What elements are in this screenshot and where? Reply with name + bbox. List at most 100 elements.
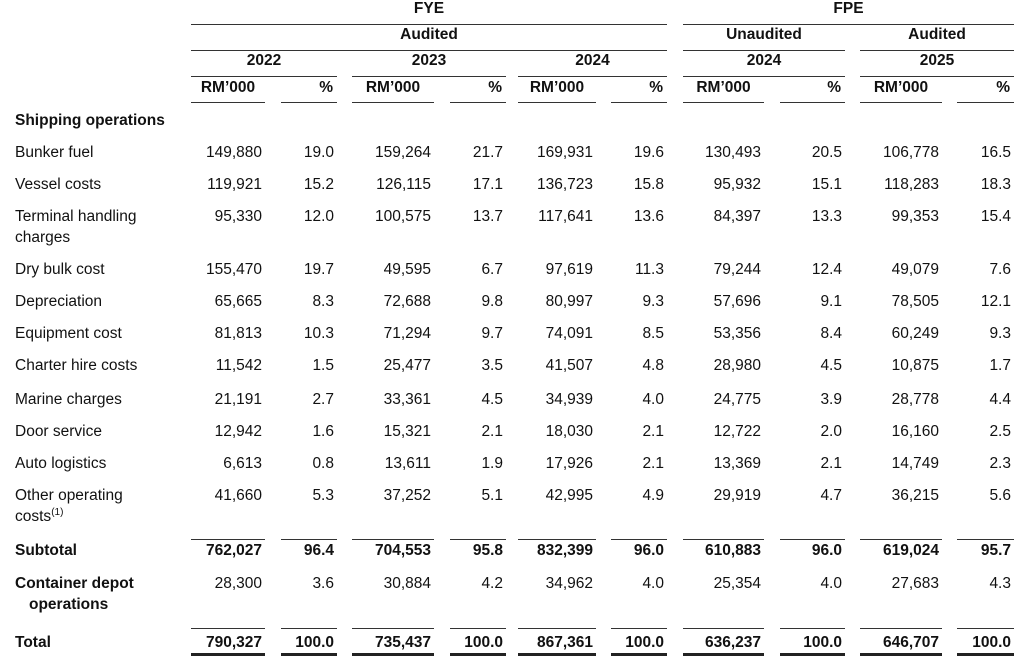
amount-cell: 24,775 bbox=[713, 391, 761, 408]
rule-line bbox=[191, 102, 265, 103]
amount-cell: 762,027 bbox=[205, 542, 262, 559]
percent-cell: 13.7 bbox=[472, 208, 503, 225]
percent-cell: 100.0 bbox=[972, 634, 1011, 651]
header-unaudited: Unaudited bbox=[726, 26, 802, 43]
amount-cell: 155,470 bbox=[205, 261, 262, 278]
percent-cell: 15.4 bbox=[980, 208, 1011, 225]
total-rule bbox=[611, 628, 667, 629]
percent-cell: 4.8 bbox=[642, 357, 664, 374]
amount-cell: 29,919 bbox=[713, 487, 761, 504]
amount-cell: 12,722 bbox=[713, 423, 761, 440]
percent-cell: 7.6 bbox=[989, 261, 1011, 278]
amount-cell: 636,237 bbox=[704, 634, 761, 651]
percent-cell: 16.5 bbox=[980, 144, 1011, 161]
amount-cell: 71,294 bbox=[383, 325, 431, 342]
percent-cell: 4.0 bbox=[642, 391, 664, 408]
amount-cell: 867,361 bbox=[536, 634, 593, 651]
percent-cell: 12.4 bbox=[811, 261, 842, 278]
rule-line bbox=[352, 76, 506, 77]
header-rm000: RM’000 bbox=[873, 79, 929, 96]
header-rm000: RM’000 bbox=[365, 79, 421, 96]
amount-cell: 49,079 bbox=[891, 261, 939, 278]
total-rule bbox=[780, 628, 845, 629]
rule-line bbox=[860, 102, 942, 103]
header-year: 2022 bbox=[246, 52, 282, 69]
percent-cell: 2.7 bbox=[312, 391, 334, 408]
subtotal-rule bbox=[450, 539, 506, 540]
rule-line bbox=[683, 50, 845, 51]
percent-cell: 15.8 bbox=[633, 176, 664, 193]
amount-cell: 159,264 bbox=[374, 144, 431, 161]
amount-cell: 136,723 bbox=[536, 176, 593, 193]
total-rule bbox=[352, 628, 434, 629]
header-rm000: RM’000 bbox=[696, 79, 751, 96]
rule-line bbox=[191, 76, 337, 77]
subtotal-rule bbox=[281, 539, 337, 540]
amount-cell: 646,707 bbox=[882, 634, 939, 651]
percent-cell: 1.9 bbox=[481, 455, 503, 472]
row-label: Door service bbox=[15, 423, 102, 440]
percent-cell: 9.7 bbox=[481, 325, 503, 342]
amount-cell: 28,980 bbox=[713, 357, 761, 374]
row-label: Vessel costs bbox=[15, 176, 102, 193]
total-double-rule bbox=[683, 653, 764, 656]
total-double-rule bbox=[780, 653, 845, 656]
percent-cell: 95.8 bbox=[472, 542, 503, 559]
amount-cell: 74,091 bbox=[545, 325, 593, 342]
row-label-text: costs bbox=[15, 508, 52, 525]
amount-cell: 10,875 bbox=[891, 357, 939, 374]
amount-cell: 6,613 bbox=[223, 455, 262, 472]
percent-cell: 2.5 bbox=[989, 423, 1011, 440]
percent-cell: 2.1 bbox=[642, 423, 664, 440]
rule-line bbox=[780, 102, 845, 103]
percent-cell: 4.2 bbox=[481, 575, 503, 592]
row-label: Dry bulk cost bbox=[15, 261, 105, 278]
amount-cell: 27,683 bbox=[891, 575, 939, 592]
amount-cell: 57,696 bbox=[713, 293, 761, 310]
row-label: Charter hire costs bbox=[15, 357, 138, 374]
row-label-text: charges bbox=[15, 229, 71, 246]
subtotal-rule bbox=[518, 539, 596, 540]
amount-cell: 12,942 bbox=[214, 423, 262, 440]
amount-cell: 14,749 bbox=[891, 455, 939, 472]
header-fpe: FPE bbox=[833, 0, 864, 17]
amount-cell: 16,160 bbox=[891, 423, 939, 440]
amount-cell: 53,356 bbox=[713, 325, 761, 342]
row-label: Terminal handling bbox=[15, 208, 137, 225]
rule-line bbox=[281, 102, 337, 103]
row-label: Marine charges bbox=[15, 391, 122, 408]
amount-cell: 60,249 bbox=[891, 325, 939, 342]
header-year: 2024 bbox=[575, 52, 610, 69]
percent-cell: 13.3 bbox=[811, 208, 842, 225]
section-title: Shipping operations bbox=[15, 112, 165, 129]
percent-cell: 5.3 bbox=[312, 487, 334, 504]
percent-cell: 9.8 bbox=[481, 293, 503, 310]
percent-cell: 21.7 bbox=[472, 144, 503, 161]
percent-cell: 17.1 bbox=[472, 176, 503, 193]
amount-cell: 41,507 bbox=[545, 357, 593, 374]
rule-line bbox=[450, 102, 506, 103]
amount-cell: 790,327 bbox=[205, 634, 262, 651]
amount-cell: 37,252 bbox=[383, 487, 431, 504]
percent-cell: 96.4 bbox=[303, 542, 334, 559]
subtotal-rule bbox=[191, 539, 265, 540]
total-rule bbox=[957, 628, 1014, 629]
amount-cell: 619,024 bbox=[882, 542, 939, 559]
row-label: Container depot bbox=[15, 575, 134, 592]
percent-cell: 95.7 bbox=[980, 542, 1011, 559]
header-year: 2025 bbox=[919, 52, 955, 69]
amount-cell: 21,191 bbox=[214, 391, 262, 408]
percent-cell: 12.1 bbox=[980, 293, 1011, 310]
percent-cell: 12.0 bbox=[303, 208, 334, 225]
rule-line bbox=[860, 50, 1014, 51]
header-fye: FYE bbox=[413, 0, 445, 17]
rule-line bbox=[957, 102, 1014, 103]
amount-cell: 72,688 bbox=[383, 293, 431, 310]
amount-cell: 97,619 bbox=[545, 261, 593, 278]
amount-cell: 18,030 bbox=[545, 423, 593, 440]
percent-cell: 1.6 bbox=[312, 423, 334, 440]
amount-cell: 118,283 bbox=[884, 176, 939, 193]
row-label: Total bbox=[15, 634, 51, 651]
footnote-marker: (1) bbox=[51, 506, 64, 518]
percent-cell: 1.5 bbox=[312, 357, 334, 374]
